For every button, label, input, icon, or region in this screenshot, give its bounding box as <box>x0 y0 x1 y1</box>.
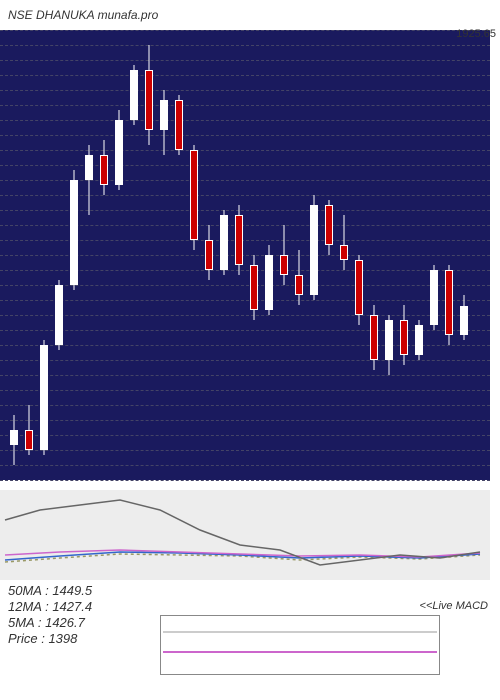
stock-chart-container: NSE DHANUKA munafa.pro 1925.65 50MA : 14… <box>0 0 500 700</box>
inset-macd-line <box>163 651 437 653</box>
price-label: Price : 1398 <box>8 631 77 646</box>
inset-signal-line <box>163 631 437 633</box>
candlestick-chart[interactable] <box>0 30 490 480</box>
top-price-label: 1925.65 <box>456 28 496 40</box>
chart-title: NSE DHANUKA munafa.pro <box>8 8 158 22</box>
live-macd-label: <<Live MACD <box>420 600 488 612</box>
ma5-label: 5MA : 1426.7 <box>8 615 85 630</box>
macd-panel[interactable]: 50MA : 1449.5 12MA : 1427.4 5MA : 1426.7… <box>0 490 490 660</box>
macd-inset <box>160 615 440 675</box>
ma50-label: 50MA : 1449.5 <box>8 583 92 598</box>
ma12-label: 12MA : 1427.4 <box>8 599 92 614</box>
